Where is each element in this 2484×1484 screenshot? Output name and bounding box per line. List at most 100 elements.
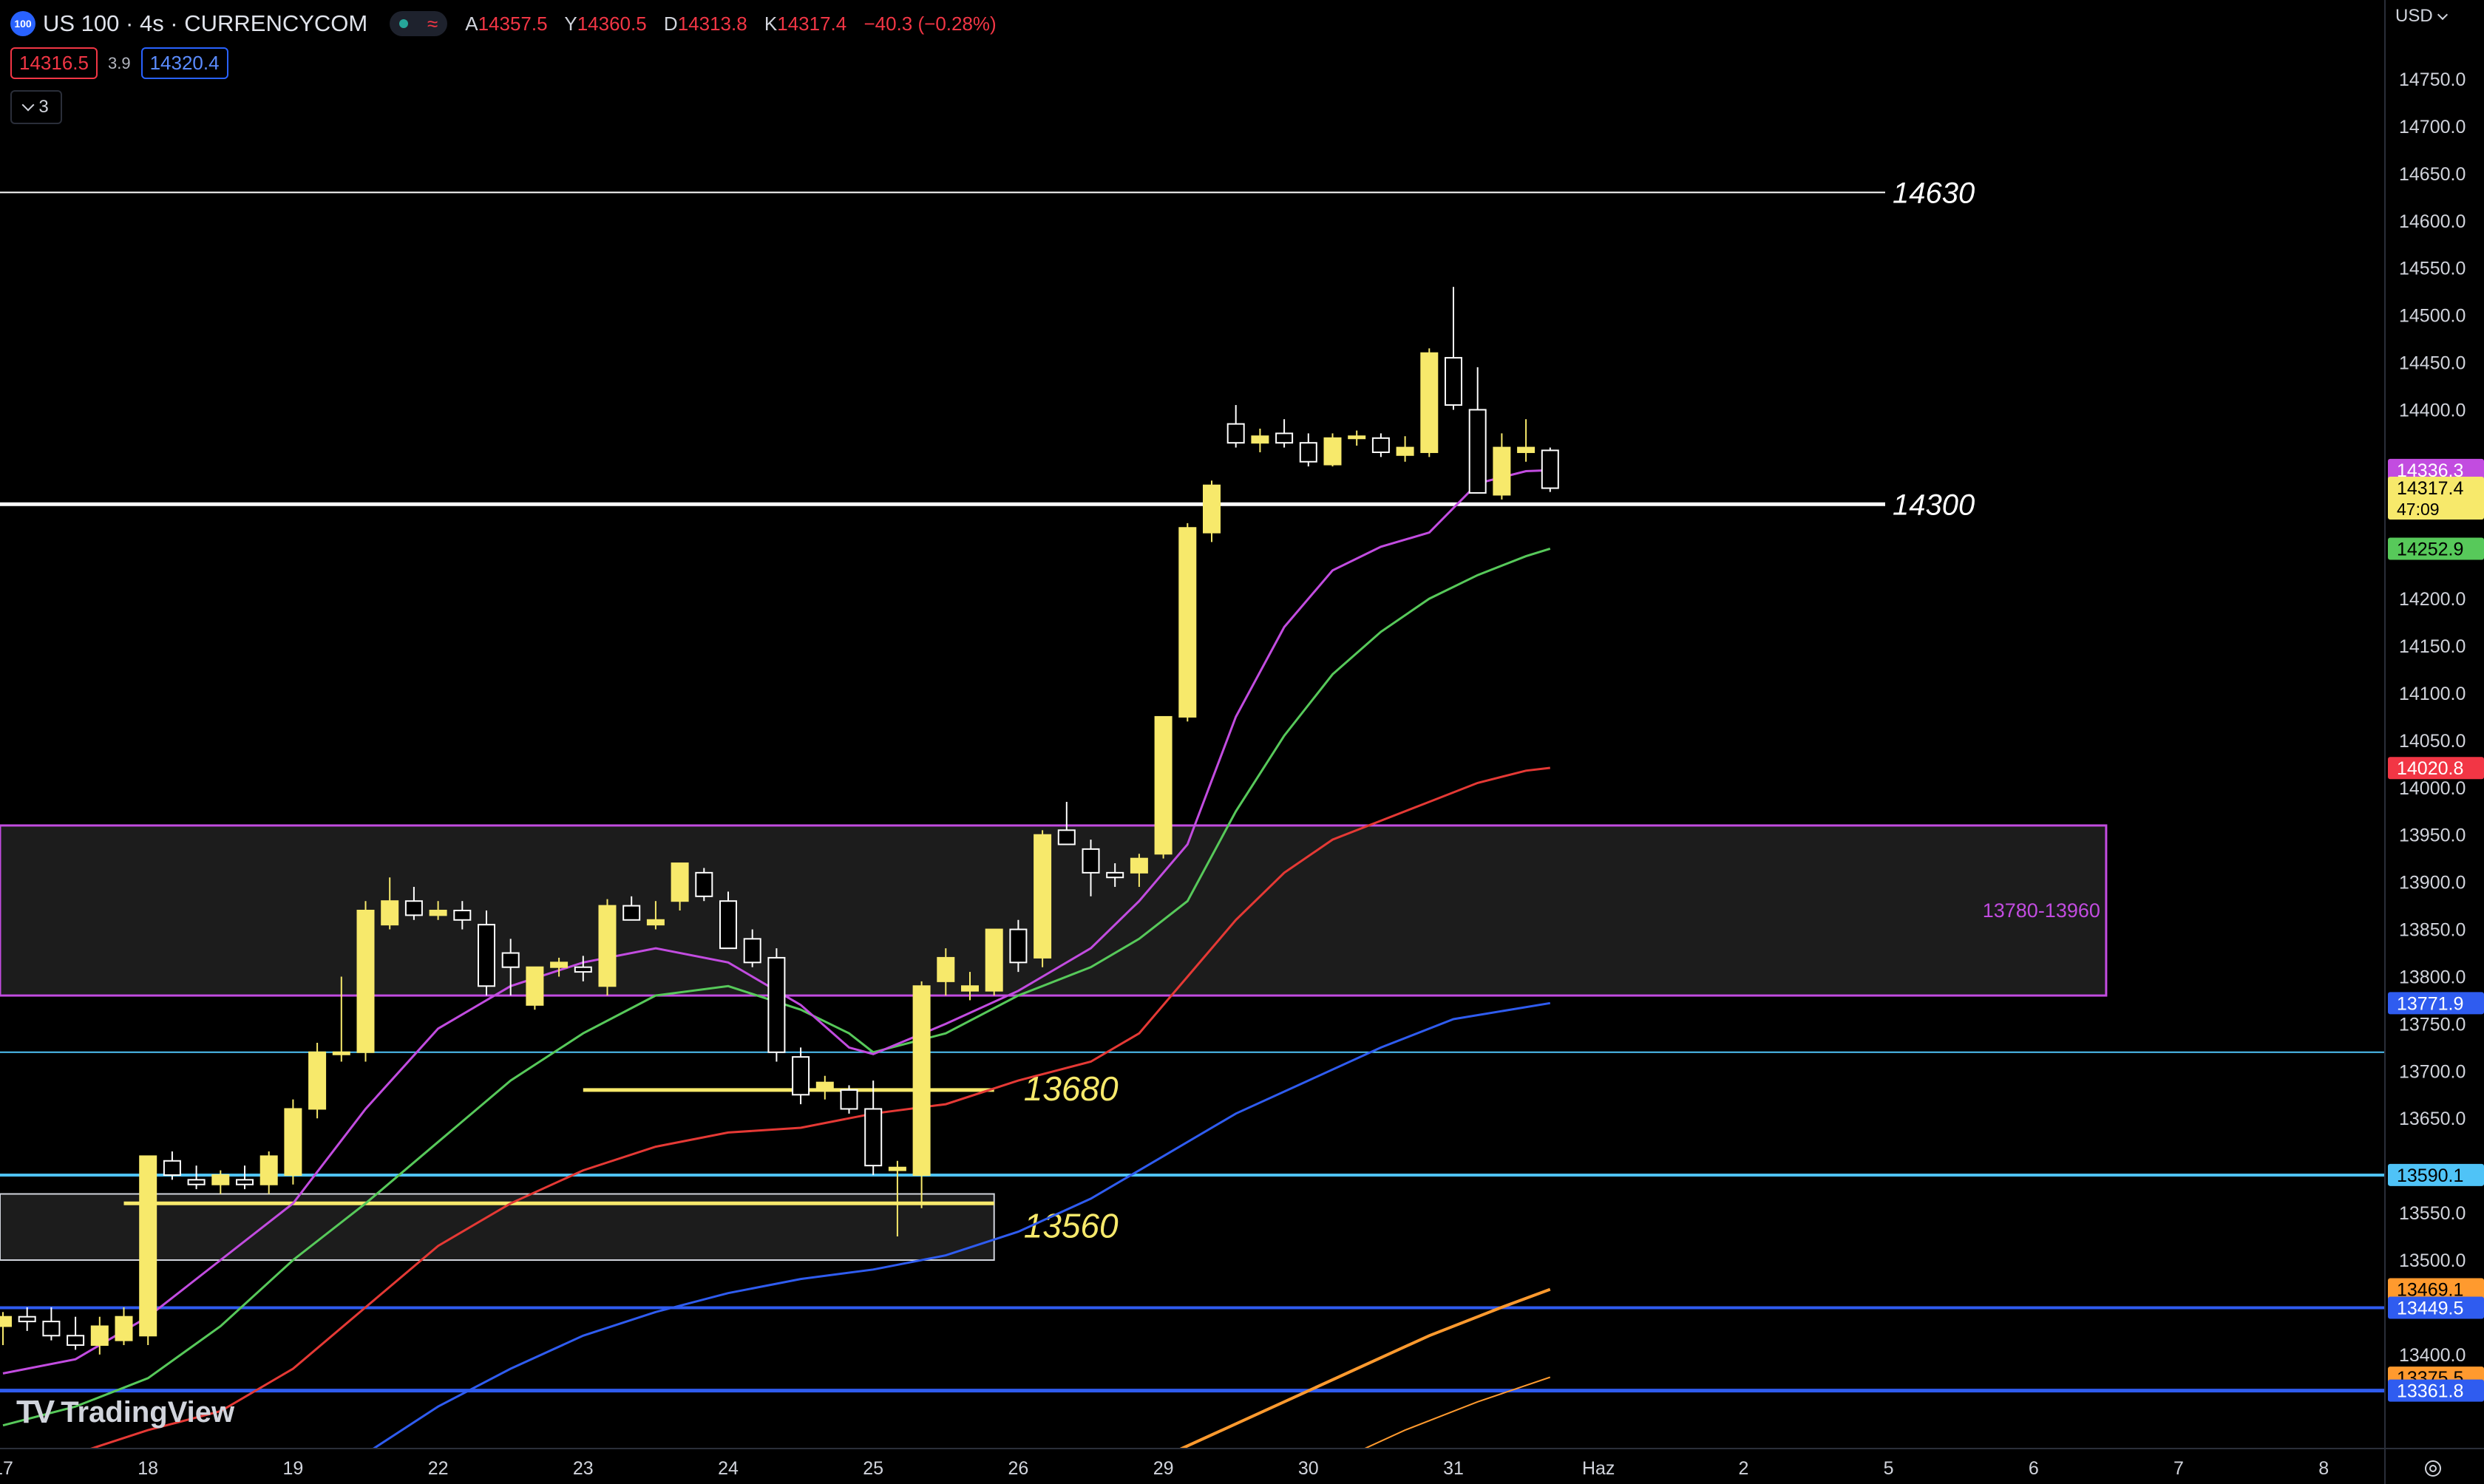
price-tag: [2388, 1278, 2484, 1301]
tradingview-logo: TV TradingView: [16, 1394, 234, 1431]
price-tick-label: 14200.0: [2399, 589, 2466, 610]
trade-row: 14316.5 3.9 14320.4: [10, 47, 228, 79]
candle-body: [695, 871, 713, 897]
time-tick-label: 23: [573, 1458, 594, 1479]
candle-body: [139, 1155, 157, 1337]
candle-body: [18, 1315, 36, 1323]
candle-body: [888, 1166, 906, 1171]
candle-body: [1154, 715, 1173, 855]
candle-body: [840, 1089, 858, 1110]
candle-body: [1009, 928, 1028, 964]
time-tick-label: 6: [2029, 1458, 2039, 1479]
currency-label: USD: [2395, 6, 2433, 26]
candle-body: [937, 956, 955, 982]
price-tick-label: 13400.0: [2399, 1345, 2466, 1366]
tradingview-logo-text: TradingView: [61, 1395, 235, 1429]
candle-body: [1396, 446, 1414, 456]
tradingview-logo-icon: TV: [16, 1394, 55, 1430]
candle-body: [1178, 527, 1197, 718]
price-tick-label: 13700.0: [2399, 1061, 2466, 1082]
price-tag-value: 13590.1: [2397, 1165, 2463, 1186]
time-tick-label: 30: [1298, 1458, 1319, 1479]
time-tick-label: 18: [138, 1458, 158, 1479]
candle-body: [381, 900, 399, 926]
ohlc-readout: A14357.5 Y14360.5 D14313.8 K14317.4 −40.…: [465, 13, 1008, 35]
price-tag: [2388, 537, 2484, 560]
zone-box: [0, 824, 2108, 997]
candle-body: [743, 938, 761, 964]
price-tag-value: 13771.9: [2397, 993, 2463, 1014]
chevron-down-icon: [2437, 9, 2448, 21]
candle-body: [404, 900, 423, 916]
time-tick-label: 31: [1443, 1458, 1464, 1479]
price-tick-label: 13800.0: [2399, 967, 2466, 987]
time-tick-label: Haz: [1582, 1458, 1615, 1479]
chart-settings-gear-icon[interactable]: [2422, 1457, 2444, 1480]
currency-selector[interactable]: USD: [2395, 6, 2448, 27]
candle-body: [42, 1321, 61, 1337]
price-tick-label: 13500.0: [2399, 1250, 2466, 1271]
price-tick-label: 13900.0: [2399, 873, 2466, 894]
ohlc-high-value: 14360.5: [577, 12, 647, 35]
ema-purple-line: [2, 469, 1550, 1375]
candle-body: [332, 1051, 350, 1055]
candle-body: [646, 919, 665, 926]
candle-body: [719, 900, 737, 950]
candle-body: [1517, 446, 1535, 453]
price-tick-label: 14750.0: [2399, 69, 2466, 90]
candle-body: [284, 1108, 302, 1176]
candle-body: [429, 909, 447, 916]
price-tag: [2388, 1163, 2484, 1186]
price-tick-label: 14400.0: [2399, 400, 2466, 421]
price-tick-label: 14100.0: [2399, 684, 2466, 704]
candle-body: [1371, 437, 1390, 453]
price-tag: [2388, 992, 2484, 1015]
price-tick-label: 14450.0: [2399, 353, 2466, 374]
symbol-logo-icon: 100: [10, 11, 35, 36]
price-tag-countdown: 47:09: [2397, 500, 2440, 519]
price-tick-label: 14600.0: [2399, 211, 2466, 232]
candle-body: [1275, 432, 1294, 444]
candle-body: [1323, 437, 1342, 466]
candle-body: [1130, 857, 1148, 874]
zone-label: 13780-13960: [1983, 899, 2100, 922]
candle-body: [622, 905, 641, 921]
candle-body: [1082, 848, 1100, 874]
price-tick-label: 13750.0: [2399, 1014, 2466, 1035]
candle-body: [1299, 442, 1317, 463]
ohlc-close-key: K: [764, 12, 778, 35]
price-tick-label: 13650.0: [2399, 1109, 2466, 1129]
price-tag: [2388, 477, 2484, 520]
candle-body: [163, 1160, 181, 1176]
price-tick-label: 14700.0: [2399, 117, 2466, 137]
candle-body: [259, 1155, 278, 1185]
candle-body: [912, 985, 931, 1176]
indicators-toggle-button[interactable]: 3: [10, 90, 62, 124]
time-tick-label: 25: [863, 1458, 883, 1479]
candle-body: [90, 1325, 109, 1347]
candle-body: [767, 956, 786, 1053]
buy-price-button[interactable]: 14320.4: [140, 47, 228, 79]
price-tick-label: 13550.0: [2399, 1203, 2466, 1224]
ohlc-high-key: Y: [564, 12, 577, 35]
candle-body: [453, 909, 472, 921]
short-level-label: 13560: [1024, 1206, 1119, 1245]
ohlc-open-value: 14357.5: [478, 12, 548, 35]
symbol-title[interactable]: US 100 · 4s · CURRENCYCOM: [43, 10, 368, 36]
price-tick-label: 14150.0: [2399, 636, 2466, 657]
market-status-pill[interactable]: ≈: [390, 11, 448, 36]
time-tick-label: 7: [2174, 1458, 2184, 1479]
time-tick-label: 17: [0, 1458, 13, 1479]
market-open-dot-icon: [399, 19, 409, 28]
level-label: 14630: [1893, 177, 1975, 209]
candle-body: [598, 905, 617, 987]
level-label: 14300: [1893, 489, 1975, 521]
ohlc-change-value: −40.3 (−0.28%): [863, 12, 997, 35]
price-tick-label: 13850.0: [2399, 920, 2466, 941]
sell-price-button[interactable]: 14316.5: [10, 47, 98, 79]
price-tick-label: 14650.0: [2399, 164, 2466, 185]
candle-body: [574, 966, 592, 973]
symbol-header: 100 US 100 · 4s · CURRENCYCOM ≈ A14357.5…: [10, 7, 1008, 40]
time-tick-label: 22: [428, 1458, 449, 1479]
